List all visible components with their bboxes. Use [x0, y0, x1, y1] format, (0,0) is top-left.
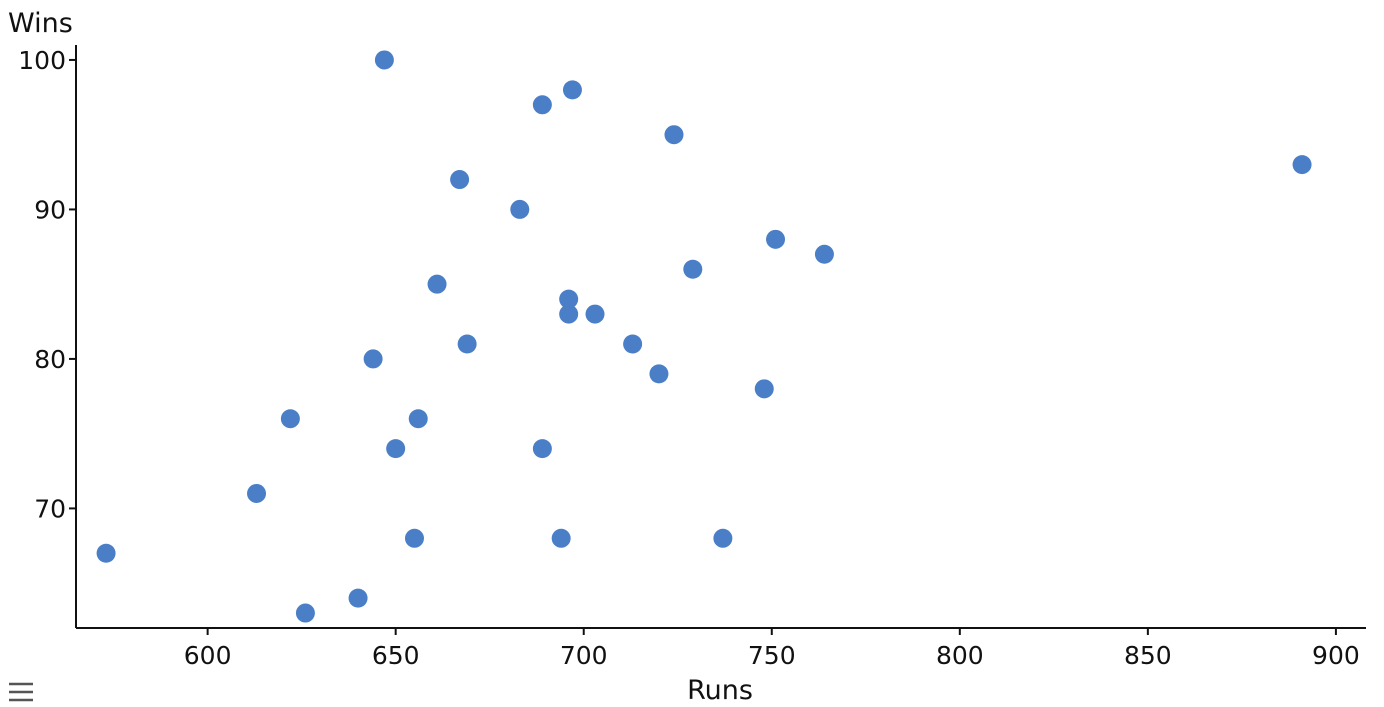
- y-tick-label: 90: [34, 195, 66, 224]
- data-point[interactable]: [551, 528, 571, 548]
- data-point[interactable]: [532, 95, 552, 115]
- data-point[interactable]: [96, 543, 116, 563]
- data-point[interactable]: [559, 304, 579, 324]
- data-point[interactable]: [427, 274, 447, 294]
- data-point[interactable]: [814, 244, 834, 264]
- x-tick-label: 900: [1312, 641, 1360, 670]
- y-tick-label: 70: [34, 494, 66, 523]
- data-point[interactable]: [247, 483, 267, 503]
- data-point[interactable]: [374, 50, 394, 70]
- x-tick-label: 850: [1124, 641, 1172, 670]
- axes: [75, 45, 1366, 629]
- data-point[interactable]: [348, 588, 368, 608]
- data-point[interactable]: [664, 125, 684, 145]
- data-point[interactable]: [754, 379, 774, 399]
- data-point[interactable]: [623, 334, 643, 354]
- data-points: [96, 50, 1312, 623]
- data-point[interactable]: [404, 528, 424, 548]
- data-point[interactable]: [559, 289, 579, 309]
- data-point[interactable]: [766, 229, 786, 249]
- data-point[interactable]: [683, 259, 703, 279]
- data-point[interactable]: [649, 364, 669, 384]
- y-tick-label: 100: [18, 46, 66, 75]
- ticks: 600 650 700 750 800 850 900 70 80 90 100: [18, 46, 1359, 670]
- data-point[interactable]: [363, 349, 383, 369]
- x-axis-title: Runs: [687, 675, 753, 706]
- x-tick-label: 750: [748, 641, 796, 670]
- data-point[interactable]: [532, 439, 552, 459]
- data-point[interactable]: [457, 334, 477, 354]
- x-tick-label: 700: [560, 641, 608, 670]
- x-tick-label: 800: [936, 641, 984, 670]
- y-axis-title: Wins: [8, 8, 73, 39]
- data-point[interactable]: [280, 409, 300, 429]
- data-point[interactable]: [295, 603, 315, 623]
- data-point[interactable]: [450, 170, 470, 190]
- data-point[interactable]: [562, 80, 582, 100]
- x-tick-label: 600: [184, 641, 232, 670]
- data-point[interactable]: [585, 304, 605, 324]
- data-point[interactable]: [386, 439, 406, 459]
- data-point[interactable]: [1292, 155, 1312, 175]
- y-tick-label: 80: [34, 345, 66, 374]
- hamburger-menu-icon[interactable]: [4, 676, 36, 706]
- data-point[interactable]: [510, 199, 530, 219]
- x-tick-label: 650: [372, 641, 420, 670]
- data-point[interactable]: [713, 528, 733, 548]
- data-point[interactable]: [408, 409, 428, 429]
